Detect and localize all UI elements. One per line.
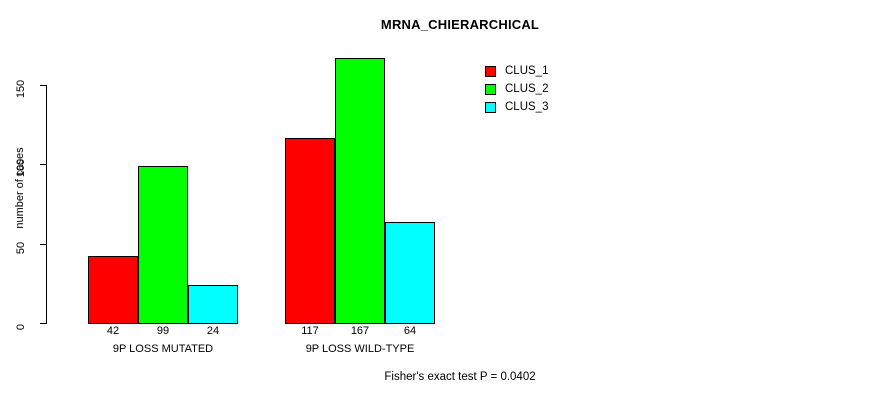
y-tick-100: [40, 164, 46, 165]
y-tick-0: [40, 323, 46, 324]
y-tick-label-50: 50: [15, 241, 27, 255]
legend: CLUS_1 CLUS_2 CLUS_3: [485, 62, 548, 116]
y-tick-label-100: 100: [14, 158, 27, 178]
legend-swatch-clus2-icon: [485, 83, 496, 95]
bar-group2-clus2: [335, 58, 385, 324]
legend-swatch-clus1-icon: [485, 65, 496, 77]
y-tick-label-150: 150: [14, 79, 27, 99]
bar-value-label-group1-clus2: 99: [156, 325, 170, 337]
footer-annotation-text: Fisher's exact test P = 0.0402: [384, 371, 536, 383]
y-tick-label-100-wrap: 100: [6, 158, 36, 177]
y-tick-label-0: 0: [15, 323, 27, 331]
legend-swatch-clus3-icon: [485, 101, 496, 113]
bar-group2-clus3: [385, 222, 435, 324]
y-tick-50: [40, 244, 46, 245]
bar-value-label-group2-clus1: 117: [301, 325, 319, 337]
group-label-wild-type: 9P LOSS WILD-TYPE: [305, 343, 415, 355]
bar-group1-clus2: [138, 166, 188, 324]
legend-item-clus3: CLUS_3: [485, 98, 548, 116]
bar-group1-clus1: [88, 256, 138, 324]
bar-value-label-group1-clus1: 42: [106, 325, 120, 337]
bar-group1-clus3: [188, 285, 238, 324]
y-tick-label-0-wrap: 0: [6, 317, 36, 331]
legend-item-clus2: CLUS_2: [485, 80, 548, 98]
bar-value-label-group2-clus2: 167: [350, 325, 370, 337]
legend-item-clus1: CLUS_1: [485, 62, 548, 80]
y-tick-label-50-wrap: 50: [6, 238, 36, 254]
bar-value-label-group2-clus3: 64: [403, 325, 417, 337]
legend-label-clus1: CLUS_1: [505, 65, 549, 77]
bar-value-label-group1-clus3: 24: [206, 325, 220, 337]
y-tick-label-150-wrap: 150: [6, 79, 36, 98]
legend-label-clus3: CLUS_3: [505, 101, 549, 113]
y-tick-150: [40, 85, 46, 86]
bar-group2-clus1: [285, 138, 335, 324]
chart-title-text: MRNA_CHIERARCHICAL: [380, 17, 540, 32]
y-axis-line: [46, 85, 47, 324]
legend-label-clus2: CLUS_2: [505, 83, 549, 95]
y-axis-title: number of cases: [14, 147, 26, 229]
group-label-mutated: 9P LOSS MUTATED: [112, 343, 214, 355]
